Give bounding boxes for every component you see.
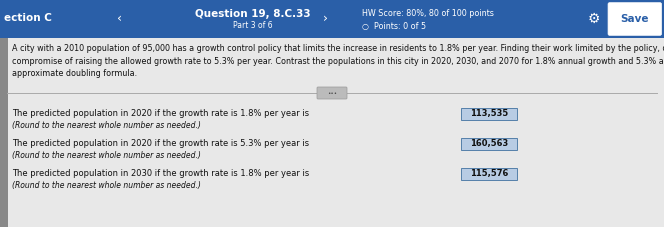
FancyBboxPatch shape — [461, 138, 517, 150]
FancyBboxPatch shape — [608, 3, 661, 35]
Text: (Round to the nearest whole number as needed.): (Round to the nearest whole number as ne… — [12, 121, 201, 130]
Text: ⚙: ⚙ — [588, 12, 600, 26]
Text: Save: Save — [621, 14, 649, 24]
Text: ›: › — [323, 12, 328, 25]
Text: compromise of raising the allowed growth rate to 5.3% per year. Contrast the pop: compromise of raising the allowed growth… — [12, 57, 664, 66]
Text: ‹: ‹ — [118, 12, 122, 25]
FancyBboxPatch shape — [461, 108, 517, 119]
Text: Part 3 of 6: Part 3 of 6 — [232, 22, 272, 30]
Text: ection C: ection C — [4, 13, 52, 23]
Text: (Round to the nearest whole number as needed.): (Round to the nearest whole number as ne… — [12, 181, 201, 190]
Text: 115,576: 115,576 — [470, 169, 508, 178]
Text: (Round to the nearest whole number as needed.): (Round to the nearest whole number as ne… — [12, 151, 201, 160]
Text: 113,535: 113,535 — [470, 109, 508, 118]
Text: HW Score: 80%, 80 of 100 points: HW Score: 80%, 80 of 100 points — [362, 10, 494, 18]
Text: A city with a 2010 population of 95,000 has a growth control policy that limits : A city with a 2010 population of 95,000 … — [12, 44, 664, 53]
Text: •••: ••• — [327, 91, 337, 96]
Text: The predicted population in 2030 if the growth rate is 1.8% per year is: The predicted population in 2030 if the … — [12, 169, 309, 178]
Bar — [0, 0, 664, 38]
Bar — [0, 38, 664, 227]
Text: approximate doubling formula.: approximate doubling formula. — [12, 69, 137, 78]
Text: The predicted population in 2020 if the growth rate is 5.3% per year is: The predicted population in 2020 if the … — [12, 139, 309, 148]
FancyBboxPatch shape — [317, 87, 347, 99]
FancyBboxPatch shape — [461, 168, 517, 180]
Text: The predicted population in 2020 if the growth rate is 1.8% per year is: The predicted population in 2020 if the … — [12, 109, 309, 118]
Text: ○  Points: 0 of 5: ○ Points: 0 of 5 — [362, 22, 426, 30]
Text: Question 19, 8.C.33: Question 19, 8.C.33 — [195, 9, 310, 19]
Bar — [0, 38, 8, 227]
Text: 160,563: 160,563 — [470, 139, 508, 148]
